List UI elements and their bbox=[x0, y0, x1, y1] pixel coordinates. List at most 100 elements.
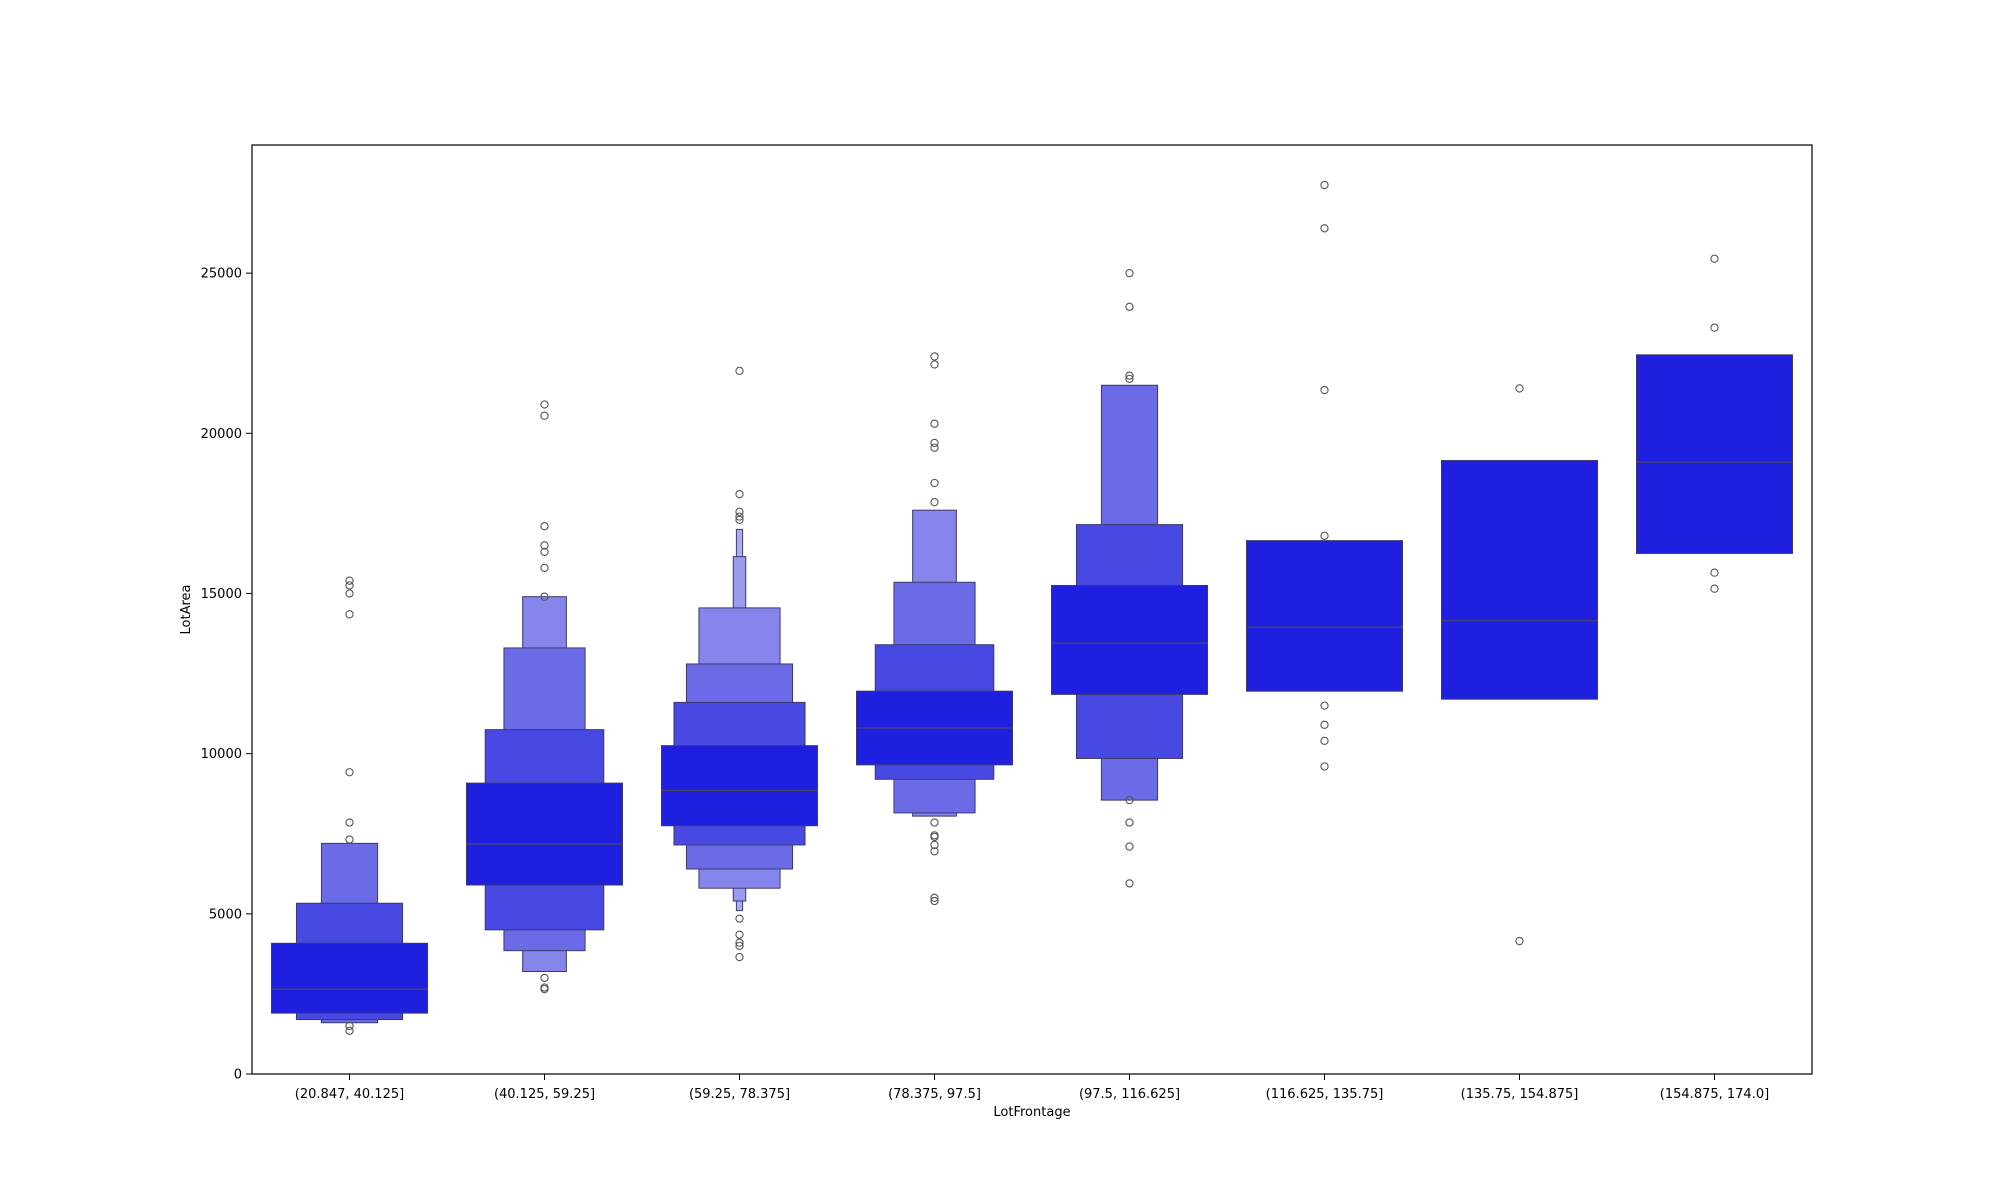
outlier-point bbox=[1320, 701, 1329, 710]
box-group bbox=[1636, 354, 1793, 554]
outlier-point bbox=[1125, 795, 1134, 805]
outlier-point bbox=[930, 352, 939, 361]
outlier-point bbox=[930, 832, 939, 842]
outlier-point bbox=[735, 930, 744, 939]
y-tick-label: 20000 bbox=[201, 427, 242, 442]
outlier-point bbox=[1125, 818, 1134, 827]
outlier-point bbox=[1710, 568, 1719, 577]
box-level-0 bbox=[1636, 354, 1793, 554]
outlier-point bbox=[735, 941, 744, 951]
box-group bbox=[856, 509, 1013, 817]
box-group bbox=[271, 842, 428, 1024]
x-tick-label: (135.75, 154.875] bbox=[1461, 1087, 1579, 1102]
outlier-point bbox=[1320, 736, 1329, 745]
box-level-0 bbox=[1441, 460, 1598, 700]
box-level-0 bbox=[466, 782, 623, 886]
x-tick-label: (97.5, 116.625] bbox=[1079, 1087, 1180, 1102]
outlier-point bbox=[1515, 936, 1524, 946]
outlier-point bbox=[1125, 371, 1134, 380]
x-tick-label: (78.375, 97.5] bbox=[888, 1087, 981, 1102]
x-tick-label: (154.875, 174.0] bbox=[1660, 1087, 1769, 1102]
box-group bbox=[661, 528, 818, 912]
box-level-0 bbox=[1246, 540, 1403, 692]
outlier-point bbox=[735, 938, 744, 947]
outlier-point bbox=[735, 490, 744, 499]
box-group bbox=[1246, 540, 1403, 692]
x-tick-label: (20.847, 40.125] bbox=[295, 1087, 404, 1102]
outlier-point bbox=[930, 443, 939, 452]
outlier-point bbox=[540, 400, 549, 409]
outlier-point bbox=[735, 914, 744, 923]
outlier-point bbox=[1320, 224, 1329, 233]
x-axis: (20.847, 40.125] (40.125, 59.25] (59.25, 7… bbox=[295, 1074, 1769, 1102]
outlier-point bbox=[1320, 762, 1329, 771]
box-level-0 bbox=[661, 745, 818, 827]
outlier-point bbox=[345, 610, 354, 619]
x-tick-label: (40.125, 59.25] bbox=[494, 1087, 595, 1102]
y-tick-label: 25000 bbox=[201, 267, 242, 282]
outlier-point bbox=[345, 589, 354, 598]
x-tick-label: (116.625, 135.75] bbox=[1266, 1087, 1384, 1102]
outlier-point bbox=[735, 366, 744, 375]
y-axis: 0 5000 10000 15000 20000 25000 bbox=[201, 267, 252, 1083]
outlier-point bbox=[345, 768, 354, 777]
outlier-point bbox=[345, 1026, 354, 1035]
y-tick-label: 0 bbox=[234, 1068, 242, 1083]
outlier-point bbox=[1320, 531, 1329, 540]
outlier-point bbox=[735, 507, 744, 516]
outlier-point bbox=[1125, 842, 1134, 851]
box-group bbox=[1441, 460, 1598, 700]
x-axis-label: LotFrontage bbox=[993, 1105, 1070, 1120]
y-tick-label: 10000 bbox=[201, 747, 242, 762]
outlier-point bbox=[540, 541, 549, 550]
outlier-point bbox=[345, 581, 354, 590]
outlier-point bbox=[540, 984, 549, 994]
outlier-point bbox=[1125, 302, 1134, 311]
box-group bbox=[466, 596, 623, 972]
outlier-point bbox=[930, 438, 939, 448]
outlier-point bbox=[930, 360, 939, 369]
box-level-0 bbox=[1051, 584, 1208, 695]
outlier-point bbox=[1710, 254, 1719, 263]
boxes-layer bbox=[271, 354, 1793, 1024]
outlier-point bbox=[1320, 180, 1329, 190]
outliers-layer bbox=[345, 180, 1719, 1035]
outlier-point bbox=[1125, 374, 1134, 384]
outlier-point bbox=[1515, 384, 1524, 393]
outlier-point bbox=[345, 1021, 354, 1031]
box-group bbox=[1051, 384, 1208, 801]
outlier-point bbox=[540, 411, 549, 420]
y-tick-label: 5000 bbox=[209, 907, 242, 922]
outlier-point bbox=[930, 498, 939, 507]
outlier-point bbox=[540, 973, 549, 983]
outlier-point bbox=[930, 847, 939, 856]
outlier-point bbox=[930, 478, 939, 488]
outlier-point bbox=[1710, 323, 1719, 332]
outlier-point bbox=[345, 835, 354, 844]
outlier-point bbox=[1710, 584, 1719, 593]
outlier-point bbox=[735, 952, 744, 962]
outlier-point bbox=[540, 563, 549, 573]
x-tick-label: (59.25, 78.375] bbox=[689, 1087, 790, 1102]
outlier-point bbox=[930, 896, 939, 906]
outlier-point bbox=[540, 592, 549, 601]
y-tick-label: 15000 bbox=[201, 587, 242, 602]
outlier-point bbox=[345, 576, 354, 585]
outlier-point bbox=[1320, 385, 1329, 395]
outlier-point bbox=[1125, 879, 1134, 888]
y-axis-label: LotArea bbox=[179, 585, 194, 635]
outlier-point bbox=[930, 840, 939, 850]
outlier-point bbox=[735, 515, 744, 524]
outlier-point bbox=[1320, 720, 1329, 729]
plot-frame bbox=[251, 144, 1813, 1075]
outlier-point bbox=[540, 522, 549, 531]
outlier-point bbox=[345, 818, 354, 827]
outlier-point bbox=[930, 419, 939, 428]
outlier-point bbox=[930, 893, 939, 902]
outlier-point bbox=[1125, 268, 1134, 278]
outlier-point bbox=[735, 512, 744, 521]
box-level-0 bbox=[271, 942, 428, 1014]
outlier-point bbox=[540, 547, 549, 556]
outlier-point bbox=[930, 818, 939, 827]
